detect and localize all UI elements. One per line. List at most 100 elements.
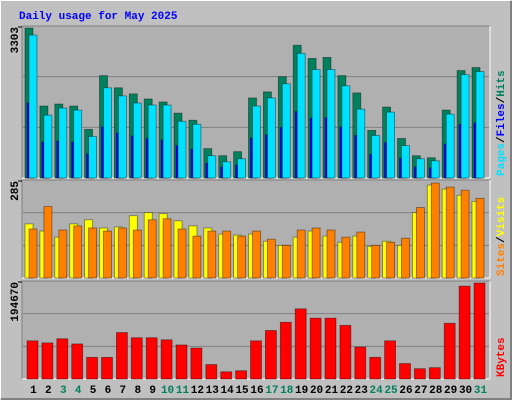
- x-tick-label: 21: [325, 385, 339, 397]
- bar: [58, 229, 68, 279]
- legend-entry: Files: [496, 103, 508, 136]
- bar: [132, 229, 142, 279]
- x-tick-label: 22: [340, 385, 353, 397]
- bar: [339, 324, 352, 380]
- bar: [192, 123, 202, 179]
- bar: [413, 368, 426, 380]
- bar: [326, 229, 336, 279]
- bar: [235, 370, 248, 380]
- bar: [296, 52, 306, 179]
- bar: [103, 87, 112, 179]
- legend-separator: /: [496, 136, 508, 143]
- bar: [371, 244, 381, 279]
- legend-entry: Sites: [496, 243, 508, 276]
- x-tick-label: 26: [399, 385, 412, 397]
- x-tick-label: 3: [60, 385, 67, 397]
- x-tick-label: 16: [250, 385, 263, 397]
- bar: [160, 339, 173, 380]
- bar: [28, 34, 38, 179]
- x-tick-label: 7: [120, 385, 127, 397]
- bar: [281, 244, 291, 279]
- bar: [56, 338, 69, 380]
- x-tick-label: 17: [265, 385, 278, 397]
- bar: [43, 114, 53, 179]
- bar: [177, 228, 187, 279]
- bar: [192, 235, 202, 279]
- y-tick-label: 285: [10, 181, 22, 201]
- bar: [132, 102, 142, 179]
- bar: [28, 228, 38, 279]
- bar: [369, 356, 382, 380]
- bar: [103, 230, 112, 279]
- x-tick-label: 9: [149, 385, 156, 397]
- bar: [279, 321, 292, 380]
- bar: [311, 227, 321, 279]
- bar: [205, 364, 218, 380]
- bar: [356, 231, 366, 279]
- bar: [162, 218, 172, 279]
- bar: [473, 282, 486, 380]
- bar: [311, 69, 321, 179]
- x-tick-label: 15: [235, 385, 249, 397]
- x-tick-label: 6: [105, 385, 112, 397]
- legend-separator: /: [496, 236, 508, 243]
- bar: [71, 343, 84, 380]
- legend-entry: Visits: [496, 197, 508, 237]
- bar: [415, 158, 425, 179]
- bar: [73, 225, 83, 279]
- bar: [401, 237, 410, 279]
- bar: [26, 340, 39, 380]
- bar: [88, 227, 97, 279]
- bar: [175, 344, 188, 380]
- bar: [443, 322, 456, 380]
- bar: [386, 111, 396, 179]
- x-tick-label: 18: [280, 385, 294, 397]
- x-tick-label: 30: [459, 385, 472, 397]
- legend: KBytes: [496, 337, 508, 377]
- bar: [220, 371, 233, 380]
- bar: [341, 236, 351, 279]
- bar: [326, 69, 336, 179]
- x-tick-label: 10: [161, 385, 174, 397]
- legend: Pages/Files/Hits: [496, 70, 508, 176]
- bar: [415, 207, 425, 279]
- bar: [430, 182, 440, 279]
- bar: [130, 337, 143, 380]
- bar: [371, 135, 381, 179]
- bar: [445, 113, 455, 179]
- chart-title: Daily usage for May 2025: [19, 11, 178, 23]
- x-tick-label: 2: [45, 385, 52, 397]
- x-tick-label: 19: [295, 385, 308, 397]
- bar: [237, 235, 247, 279]
- x-tick-label: 13: [206, 385, 220, 397]
- bar: [458, 285, 471, 380]
- bar: [252, 230, 261, 279]
- bar: [294, 308, 307, 380]
- bar: [324, 317, 337, 380]
- bar: [252, 105, 261, 179]
- bar: [207, 230, 217, 279]
- bar: [475, 197, 485, 279]
- bar: [118, 227, 127, 279]
- bar: [147, 104, 157, 179]
- bar: [73, 109, 83, 179]
- x-tick-label: 24: [370, 385, 384, 397]
- x-tick-label: 28: [429, 385, 443, 397]
- x-tick-label: 12: [191, 385, 204, 397]
- legend-separator: /: [496, 96, 508, 103]
- bar: [237, 158, 247, 179]
- x-tick-label: 25: [384, 385, 398, 397]
- x-tick-label: 29: [444, 385, 457, 397]
- bar: [43, 206, 53, 279]
- bar: [190, 347, 203, 380]
- bar: [428, 367, 441, 380]
- bar: [460, 189, 470, 279]
- bar: [266, 238, 276, 279]
- bar: [475, 71, 485, 179]
- legend-entry: KBytes: [496, 337, 508, 377]
- bar: [401, 145, 410, 179]
- x-tick-label: 14: [221, 385, 235, 397]
- bar: [264, 330, 277, 380]
